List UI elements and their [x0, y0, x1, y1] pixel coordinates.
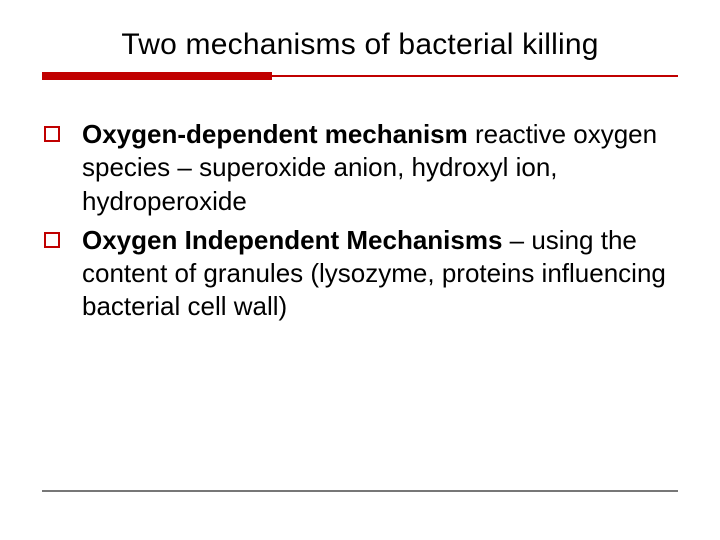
slide-content: Oxygen-dependent mechanism reactive oxyg… [42, 118, 678, 490]
bullet-text: Oxygen-dependent mechanism reactive oxyg… [82, 118, 678, 218]
square-bullet-icon [44, 126, 60, 142]
bullet-bold: Oxygen-dependent mechanism [82, 119, 468, 149]
square-bullet-icon [44, 232, 60, 248]
list-item: Oxygen-dependent mechanism reactive oxyg… [42, 118, 678, 218]
slide-title: Two mechanisms of bacterial killing [42, 28, 678, 62]
list-item: Oxygen Independent Mechanisms – using th… [42, 224, 678, 324]
divider-thick [42, 72, 272, 80]
bullet-bold: Oxygen Independent Mechanisms [82, 225, 502, 255]
title-divider [42, 72, 678, 80]
footer-divider [42, 490, 678, 492]
bullet-text: Oxygen Independent Mechanisms – using th… [82, 224, 678, 324]
slide: Two mechanisms of bacterial killing Oxyg… [0, 0, 720, 540]
